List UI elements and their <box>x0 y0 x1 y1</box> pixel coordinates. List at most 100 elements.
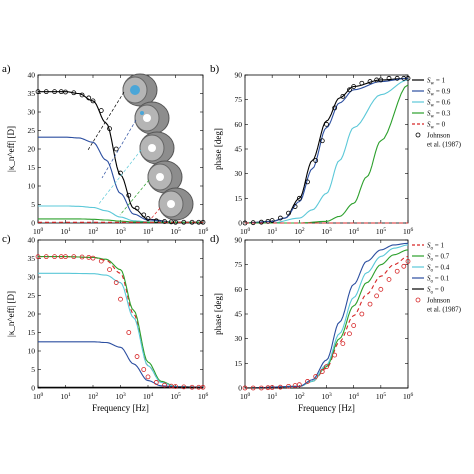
data-point <box>71 254 77 260</box>
x-tick-label: 106 <box>198 392 209 401</box>
plot-frame <box>244 239 409 389</box>
data-point <box>313 158 319 163</box>
data-point <box>181 384 187 390</box>
chart-panel-3: c) 100 101 102 103 104 105 106 0 5 10 15 20 25 30 35 40 |… <box>2 233 209 413</box>
y-tick-label: 90 <box>235 71 243 80</box>
data-point <box>258 219 264 225</box>
data-point <box>63 89 68 95</box>
data-point <box>126 192 132 198</box>
y-tick-label: 0 <box>238 219 242 228</box>
series-line-3 <box>244 244 409 389</box>
sample-image-2 <box>134 101 170 135</box>
sample-image-3 <box>139 131 175 165</box>
y-tick-label: 40 <box>28 71 36 80</box>
x-axis-label: Frequency [Hz] <box>298 403 355 413</box>
y-axis-label: phase [deg] <box>213 128 223 170</box>
x-tick-label: 104 <box>349 227 360 236</box>
data-point <box>359 80 365 86</box>
data-point <box>359 311 365 317</box>
y-tick-label: 35 <box>28 89 36 98</box>
y-tick-label: 45 <box>235 310 243 319</box>
x-tick-label: 102 <box>294 227 305 236</box>
data-point <box>286 210 291 216</box>
data-point <box>141 212 147 218</box>
data-point <box>405 258 411 264</box>
panel-label: c) <box>2 233 11 245</box>
data-point <box>394 268 400 274</box>
legend: So = 1So = 0.7So = 0.4So = 0.1So = 0John… <box>412 242 462 314</box>
data-point <box>305 179 310 185</box>
data-point <box>401 263 407 269</box>
x-tick-label: 105 <box>376 392 387 401</box>
x-tick-label: 103 <box>322 392 333 401</box>
legend-label: et al. (1987) <box>427 141 462 149</box>
data-point <box>296 382 302 388</box>
data-point <box>98 258 104 264</box>
y-tick-label: 75 <box>235 260 243 269</box>
legend-label: Johnson <box>427 297 450 305</box>
y-tick-label: 25 <box>28 126 36 135</box>
data-point <box>90 255 96 261</box>
x-tick-label: 101 <box>61 392 72 401</box>
data-point <box>145 216 151 221</box>
data-point <box>340 341 346 347</box>
y-tick-label: 45 <box>235 145 243 154</box>
data-point <box>200 219 206 225</box>
data-point <box>405 75 411 81</box>
legend-label: Johnson <box>427 132 450 140</box>
data-point <box>98 108 104 113</box>
legend-label: Sw = 0.9 <box>427 88 451 98</box>
data-point <box>374 293 380 299</box>
data-point <box>351 323 357 328</box>
data-point <box>162 219 167 224</box>
x-tick-label: 104 <box>143 392 154 401</box>
legend-label: Sw = 1 <box>427 77 446 87</box>
data-point <box>269 218 275 223</box>
y-tick-label: 20 <box>28 310 36 319</box>
data-point <box>126 330 132 335</box>
data-point <box>324 121 329 127</box>
legend-label: So = 0.7 <box>427 253 450 263</box>
panel-label: b) <box>210 63 220 75</box>
series-line-4 <box>38 218 203 223</box>
x-tick-label: 103 <box>116 227 127 236</box>
data-point <box>52 89 57 95</box>
x-tick-label: 101 <box>61 227 72 236</box>
chart-panel-4: d) 100 101 102 103 104 105 106 0 15 30 45 60 75 90 phas… <box>210 233 462 413</box>
x-tick-label: 100 <box>240 392 251 401</box>
y-tick-label: 15 <box>28 163 36 172</box>
data-point <box>324 364 329 370</box>
data-point <box>43 254 49 260</box>
y-tick-label: 30 <box>28 273 36 282</box>
data-point <box>347 331 352 337</box>
x-tick-label: 101 <box>267 392 278 401</box>
data-point <box>52 254 57 260</box>
x-tick-label: 103 <box>322 227 333 236</box>
data-point <box>277 215 283 221</box>
x-tick-label: 106 <box>198 227 209 236</box>
data-point <box>134 354 140 359</box>
data-point <box>340 93 346 99</box>
legend-label: So = 0.4 <box>427 264 450 274</box>
data-point <box>242 385 248 391</box>
x-tick-label: 104 <box>349 392 360 401</box>
series-line-4 <box>38 341 204 388</box>
data-point <box>292 204 298 209</box>
data-point <box>113 280 119 285</box>
data-point <box>189 219 195 225</box>
sample-image-4 <box>147 160 183 194</box>
data-point <box>90 98 96 104</box>
data-point <box>386 75 392 81</box>
y-axis-label: phase [deg] <box>213 293 223 335</box>
data-point <box>296 195 302 201</box>
x-tick-label: 102 <box>88 392 99 401</box>
data-point <box>141 367 147 372</box>
data-point <box>35 254 41 260</box>
data-point <box>79 92 85 98</box>
data-point <box>269 385 275 390</box>
y-tick-label: 15 <box>235 359 243 368</box>
data-point <box>332 352 338 358</box>
y-tick-label: 5 <box>31 365 35 374</box>
data-point <box>189 384 195 390</box>
